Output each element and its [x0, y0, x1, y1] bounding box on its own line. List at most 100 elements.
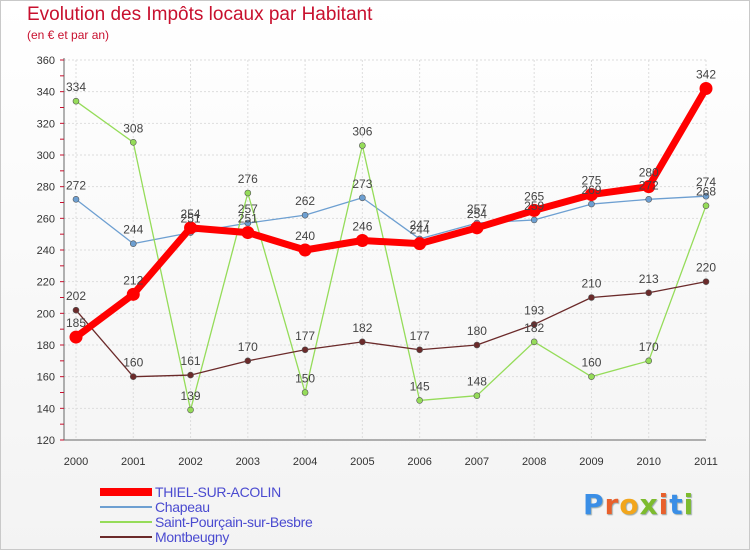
data-point-montbeugny — [702, 278, 710, 285]
data-label-chapeau: 247 — [410, 218, 430, 232]
data-label-chapeau: 257 — [467, 202, 487, 216]
legend-swatch — [100, 505, 152, 508]
x-tick-label: 2011 — [694, 456, 718, 468]
logo-letter: i — [683, 488, 695, 521]
y-tick-label: 280 — [37, 182, 55, 194]
y-tick-label: 340 — [37, 87, 55, 99]
x-tick-label: 2002 — [178, 456, 202, 468]
data-label-montbeugny: 170 — [238, 340, 258, 354]
chart-title: Evolution des Impôts locaux par Habitant — [27, 4, 373, 25]
y-tick-label: 300 — [37, 150, 55, 162]
legend-item: Chapeau — [100, 499, 312, 514]
data-label-thiel-sur-acolin: 185 — [66, 316, 86, 330]
series-line-saint-pourc-ain-sur-besbre — [75, 100, 707, 411]
data-label-montbeugny: 182 — [352, 321, 372, 335]
logo-letter: P — [583, 488, 605, 521]
data-point-thiel-sur-acolin — [69, 330, 83, 344]
data-point-chapeau — [301, 211, 309, 219]
x-tick-label: 2004 — [293, 456, 317, 468]
y-tick-label: 120 — [37, 435, 55, 447]
data-point-chapeau — [129, 240, 137, 247]
data-label-thiel-sur-acolin: 251 — [238, 212, 258, 226]
data-label-montbeugny: 160 — [123, 356, 143, 370]
x-tick-label: 2001 — [121, 456, 145, 468]
x-tick-label: 2007 — [465, 456, 489, 468]
data-label-thiel-sur-acolin: 280 — [639, 166, 659, 180]
data-label-saint-pourc-ain-sur-besbre: 145 — [410, 379, 430, 393]
data-point-montbeugny — [416, 346, 423, 354]
data-label-montbeugny: 213 — [639, 272, 659, 286]
y-tick-label: 140 — [37, 403, 55, 415]
data-point-saint-pourc-ain-sur-besbre — [187, 406, 194, 414]
data-label-montbeugny: 177 — [410, 329, 430, 343]
data-point-chapeau — [645, 196, 653, 203]
data-point-montbeugny — [359, 338, 366, 346]
data-label-chapeau: 272 — [639, 178, 659, 192]
data-label-chapeau: 269 — [581, 183, 601, 197]
x-tick-label: 2003 — [236, 456, 260, 468]
data-label-chapeau: 262 — [295, 194, 315, 208]
x-tick-label: 2010 — [636, 456, 660, 468]
data-label-montbeugny: 193 — [524, 303, 544, 317]
chart-legend: THIEL-SUR-ACOLIN Chapeau Saint-Pourçain-su… — [100, 484, 313, 544]
legend-item: Montbeugny — [100, 529, 312, 544]
legend-label: Montbeugny — [155, 528, 230, 545]
data-point-saint-pourc-ain-sur-besbre — [72, 97, 80, 105]
data-point-montbeugny — [301, 346, 309, 354]
x-tick-label: 2008 — [522, 456, 546, 468]
data-label-chapeau: 272 — [66, 178, 86, 192]
data-point-saint-pourc-ain-sur-besbre — [129, 139, 137, 146]
data-point-montbeugny — [244, 357, 252, 365]
data-point-thiel-sur-acolin — [355, 234, 369, 247]
data-point-saint-pourc-ain-sur-besbre — [416, 397, 423, 404]
data-point-montbeugny — [473, 341, 481, 349]
data-label-saint-pourc-ain-sur-besbre: 308 — [123, 121, 143, 135]
series-line-chapeau — [75, 195, 707, 245]
data-label-montbeugny: 220 — [696, 261, 716, 275]
logo-letter: r — [604, 488, 620, 521]
data-point-chapeau — [530, 216, 538, 224]
data-label-saint-pourc-ain-sur-besbre: 150 — [295, 372, 315, 386]
y-tick-label: 360 — [37, 55, 55, 67]
data-point-saint-pourc-ain-sur-besbre — [301, 389, 309, 396]
data-label-chapeau: 259 — [524, 199, 544, 213]
data-point-saint-pourc-ain-sur-besbre — [530, 338, 538, 346]
data-point-thiel-sur-acolin — [298, 243, 312, 257]
legend-label: Chapeau — [155, 498, 210, 515]
y-tick-label: 320 — [37, 118, 55, 130]
data-point-thiel-sur-acolin — [527, 203, 541, 217]
legend-item: THIEL-SUR-ACOLIN — [100, 484, 312, 499]
data-point-saint-pourc-ain-sur-besbre — [473, 392, 481, 399]
data-point-chapeau — [359, 194, 366, 202]
data-label-saint-pourc-ain-sur-besbre: 334 — [66, 80, 86, 94]
data-point-thiel-sur-acolin — [642, 180, 656, 194]
x-tick-label: 2000 — [64, 456, 88, 468]
data-label-thiel-sur-acolin: 265 — [524, 189, 544, 203]
y-tick-label: 160 — [37, 372, 55, 384]
y-tick-label: 180 — [37, 340, 55, 352]
data-point-saint-pourc-ain-sur-besbre — [588, 373, 595, 380]
data-point-saint-pourc-ain-sur-besbre — [359, 142, 366, 149]
data-point-montbeugny — [588, 294, 595, 301]
data-point-thiel-sur-acolin — [584, 188, 598, 202]
data-point-montbeugny — [72, 306, 80, 314]
logo-letter: o — [619, 488, 640, 521]
data-label-thiel-sur-acolin: 275 — [581, 174, 601, 188]
data-label-saint-pourc-ain-sur-besbre: 148 — [467, 375, 487, 389]
data-label-saint-pourc-ain-sur-besbre: 268 — [696, 185, 716, 199]
data-point-thiel-sur-acolin — [241, 226, 255, 240]
data-point-chapeau — [588, 200, 595, 208]
data-label-montbeugny: 177 — [295, 329, 315, 343]
data-label-montbeugny: 180 — [467, 324, 487, 338]
data-label-thiel-sur-acolin: 212 — [123, 273, 143, 287]
data-point-thiel-sur-acolin — [699, 82, 713, 95]
data-label-thiel-sur-acolin: 254 — [467, 207, 487, 221]
series-line-thiel-sur-acolin — [72, 85, 710, 341]
data-label-chapeau: 251 — [181, 212, 201, 226]
data-label-saint-pourc-ain-sur-besbre: 160 — [581, 356, 601, 370]
data-point-thiel-sur-acolin — [184, 221, 198, 235]
y-tick-label: 220 — [37, 277, 55, 289]
data-label-chapeau: 273 — [352, 177, 372, 191]
y-tick-label: 260 — [37, 213, 55, 225]
